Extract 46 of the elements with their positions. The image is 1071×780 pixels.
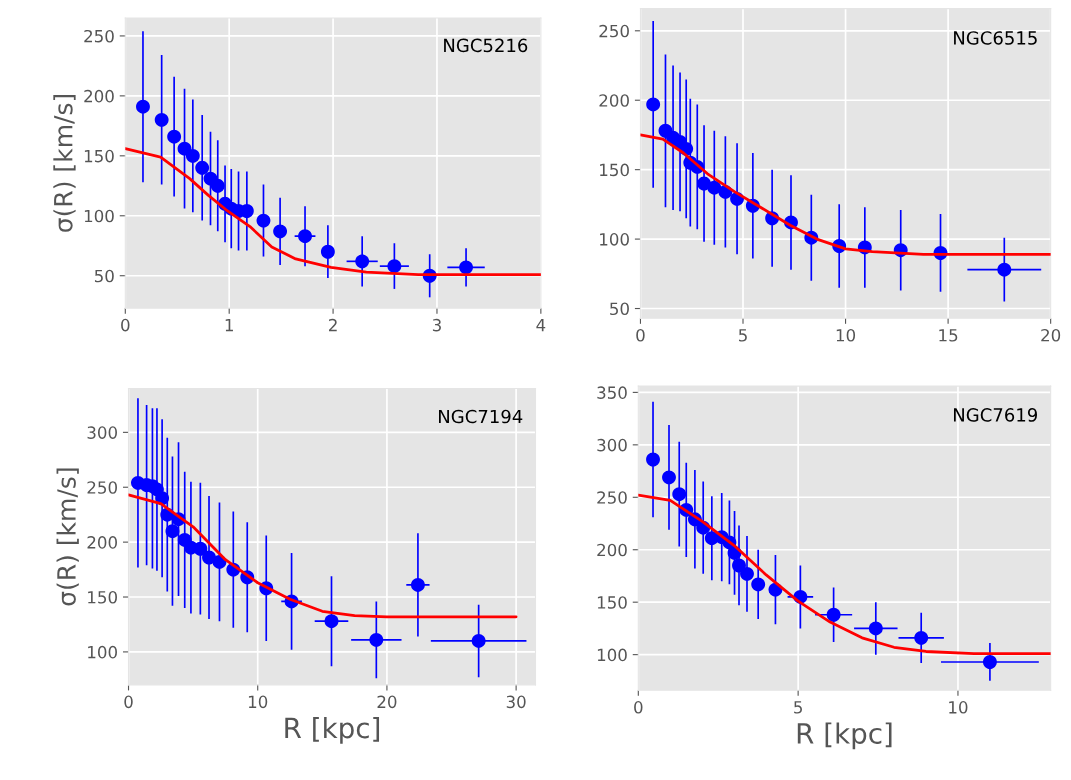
x-tick-label: 20 — [377, 695, 397, 709]
x-axis-title: R [kpc] — [797, 722, 892, 750]
y-tick-label: 350 — [597, 386, 627, 399]
x-tick-label: 2 — [329, 318, 337, 332]
x-axis-title: R [kpc] — [285, 716, 380, 744]
y-tick-label: 200 — [597, 543, 627, 557]
x-tick-label: 10 — [248, 695, 268, 709]
x-tick-label: 15 — [939, 329, 958, 342]
y-tick-label: 200 — [87, 536, 117, 549]
y-tick-label: 250 — [597, 491, 627, 504]
annotation: NGC5216 — [444, 38, 528, 53]
y-tick-label: 300 — [87, 426, 117, 439]
annotation: NGC7194 — [439, 409, 523, 424]
y-tick-label: 50 — [610, 302, 629, 316]
x-tick-label: 5 — [738, 329, 747, 342]
x-tick-label: 0 — [124, 695, 133, 709]
y-tick-label: 150 — [84, 149, 114, 163]
y-tick-label: 200 — [84, 89, 114, 103]
y-tick-label: 300 — [597, 438, 627, 452]
x-tick-label: 1 — [225, 319, 233, 332]
y-tick-label: 100 — [84, 209, 114, 223]
x-tick-label: 3 — [432, 318, 441, 332]
x-tick-label: 30 — [506, 695, 526, 709]
y-axis-title: σ(R) [km/s] — [56, 468, 79, 606]
y-tick-label: 250 — [599, 24, 629, 38]
y-tick-label: 250 — [87, 481, 117, 494]
x-tick-label: 4 — [536, 319, 546, 332]
y-tick-label: 200 — [599, 94, 629, 107]
x-tick-label: 10 — [836, 328, 856, 342]
y-tick-label: 150 — [600, 163, 629, 177]
x-tick-label: 20 — [1041, 328, 1061, 342]
annotation: NGC7619 — [954, 408, 1038, 422]
annotation: NGC6515 — [954, 31, 1037, 45]
y-tick-label: 100 — [600, 233, 629, 246]
x-tick-label: 0 — [636, 328, 645, 342]
x-tick-label: 0 — [121, 318, 130, 332]
x-tick-label: 0 — [634, 701, 643, 714]
y-tick-label: 150 — [88, 590, 117, 604]
y-axis-title: σ(R) [km/s] — [53, 94, 76, 232]
x-tick-label: 5 — [794, 701, 802, 714]
y-tick-label: 100 — [88, 645, 117, 659]
x-tick-label: 10 — [949, 701, 968, 714]
y-tick-label: 50 — [94, 269, 114, 283]
y-tick-label: 250 — [84, 29, 114, 43]
y-tick-label: 100 — [597, 648, 627, 662]
y-tick-label: 150 — [597, 596, 627, 609]
